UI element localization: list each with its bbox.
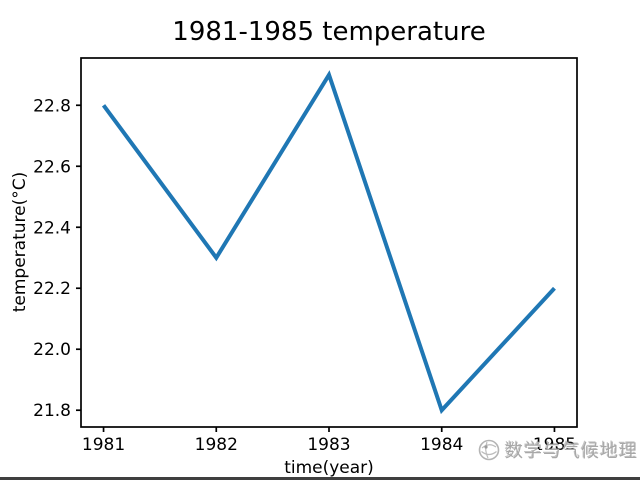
axes-spines [80,57,578,428]
watermark: 数学与气候地理 [477,437,638,463]
y-tick-label: 22.8 [33,96,71,116]
x-tick-label: 1981 [82,435,125,455]
x-axis-label: time(year) [284,458,374,478]
x-tick-label: 1982 [195,435,238,455]
x-tick-label: 1983 [307,435,350,455]
y-tick-label: 21.8 [33,401,71,421]
x-tick-label: 1984 [420,435,463,455]
temperature-line [101,70,556,415]
x-tick-label: 1985 [533,435,576,455]
y-tick-label: 22.4 [33,218,71,238]
y-tick-label: 22.2 [33,279,71,299]
y-tick-label: 22.6 [33,157,71,177]
watermark-text: 数学与气候地理 [505,441,638,462]
chart-title: 1981-1985 temperature [172,17,486,47]
y-axis-label: temperature(°C) [10,171,30,313]
y-tick-label: 22.0 [33,340,71,360]
bottom-border-bar [0,477,640,480]
swirl-globe-icon [478,439,500,461]
